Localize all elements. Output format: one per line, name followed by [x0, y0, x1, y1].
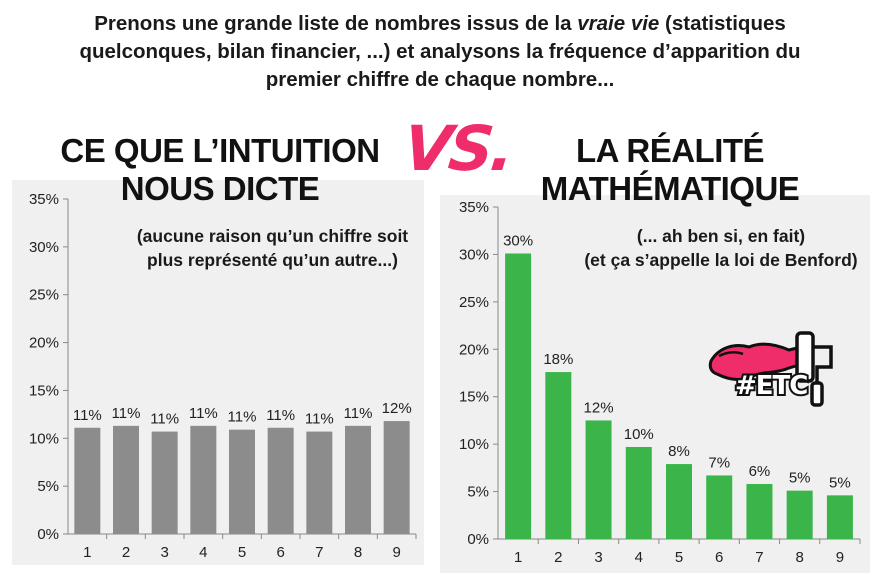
left-data-label: 11%: [189, 405, 218, 422]
left-bar: [190, 425, 217, 534]
right-data-label: 12%: [584, 399, 614, 416]
left-bar: [306, 431, 333, 534]
right-y-tick-label: 35%: [459, 199, 489, 216]
right-data-label: 6%: [749, 463, 771, 480]
left-x-tick-label: 2: [122, 544, 130, 561]
intro-text: Prenons une grande liste de nombres issu…: [40, 10, 840, 94]
left-y-tick-label: 30%: [29, 239, 59, 256]
right-data-label: 10%: [624, 426, 654, 443]
left-x-tick-label: 1: [83, 544, 91, 561]
right-y-tick-label: 15%: [459, 389, 489, 406]
left-bar: [383, 421, 410, 534]
right-x-tick-label: 7: [755, 549, 763, 566]
left-data-label: 11%: [305, 411, 334, 428]
left-x-tick-label: 3: [160, 544, 168, 561]
left-x-tick-label: 7: [315, 544, 323, 561]
left-heading-line2: NOUS DICTE: [120, 170, 320, 207]
left-heading: CE QUE L’INTUITION NOUS DICTE: [40, 132, 400, 208]
left-y-tick-label: 10%: [29, 430, 59, 447]
left-annotation-line1: (aucune raison qu’un chiffre soit: [136, 226, 409, 246]
right-data-label: 7%: [708, 454, 730, 471]
left-data-label: 11%: [228, 409, 257, 426]
left-data-label: 11%: [112, 405, 141, 422]
intro-line1-emphasis: vraie vie: [577, 12, 660, 35]
right-heading: LA RÉALITÉ MATHÉMATIQUE: [490, 132, 850, 208]
left-data-label: 11%: [266, 407, 295, 424]
left-y-tick-label: 0%: [37, 526, 59, 543]
left-data-label: 12%: [382, 400, 412, 417]
left-x-tick-label: 6: [276, 544, 284, 561]
left-y-tick-label: 15%: [29, 382, 59, 399]
right-y-tick-label: 0%: [467, 531, 489, 548]
right-bar: [706, 475, 733, 539]
right-y-tick-label: 10%: [459, 436, 489, 453]
right-data-label: 5%: [829, 474, 851, 491]
right-bar: [746, 483, 773, 539]
left-y-tick-label: 25%: [29, 287, 59, 304]
logo-text: #ETC: [733, 369, 810, 403]
right-heading-line1: LA RÉALITÉ: [575, 132, 765, 169]
right-annotation: (... ah ben si, en fait) (et ça s’appell…: [575, 224, 867, 272]
right-x-tick-label: 8: [795, 549, 803, 566]
right-x-tick-label: 1: [514, 549, 522, 566]
right-bar: [585, 420, 612, 539]
right-annotation-line2: (et ça s’appelle la loi de Benford): [584, 250, 858, 270]
right-data-label: 30%: [503, 232, 533, 249]
right-bar: [826, 495, 853, 539]
right-bar: [666, 464, 692, 539]
paint-roller-splash-icon: [708, 331, 833, 407]
right-bar: [786, 490, 813, 539]
right-annotation-line1: (... ah ben si, en fait): [636, 226, 806, 246]
right-data-label: 8%: [668, 443, 690, 460]
left-annotation: (aucune raison qu’un chiffre soit plus r…: [135, 224, 410, 272]
right-bar: [545, 372, 572, 539]
right-x-tick-label: 6: [715, 549, 723, 566]
left-bar: [267, 427, 294, 534]
left-y-tick-label: 5%: [37, 478, 59, 495]
right-y-tick-label: 25%: [459, 294, 489, 311]
left-x-tick-label: 5: [238, 544, 246, 561]
left-bar: [345, 425, 371, 534]
left-x-tick-label: 9: [392, 544, 400, 561]
left-data-label: 11%: [150, 411, 179, 428]
right-y-tick-label: 20%: [459, 341, 489, 358]
intro-line1-end: (statistiques: [659, 12, 786, 35]
right-x-tick-label: 9: [836, 549, 844, 566]
left-x-tick-label: 8: [354, 544, 362, 561]
right-x-tick-label: 3: [594, 549, 602, 566]
left-bar: [151, 431, 178, 534]
left-y-tick-label: 20%: [29, 335, 59, 352]
left-annotation-line2: plus représenté qu’un autre...): [147, 250, 398, 270]
right-bar: [505, 253, 532, 540]
right-data-label: 5%: [789, 470, 811, 487]
right-data-label: 18%: [543, 351, 573, 368]
right-x-tick-label: 4: [635, 549, 643, 566]
left-y-tick-label: 35%: [29, 191, 59, 208]
intro-line3: premier chiffre de chaque nombre...: [265, 68, 615, 91]
left-x-tick-label: 4: [199, 544, 207, 561]
left-bar: [74, 427, 101, 534]
right-x-tick-label: 5: [675, 549, 683, 566]
left-data-label: 11%: [344, 405, 373, 422]
intro-line2: quelconques, bilan financier, ...) et an…: [79, 40, 801, 63]
left-heading-line1: CE QUE L’INTUITION: [60, 132, 380, 169]
right-bar: [625, 446, 652, 539]
left-bar: [113, 425, 139, 534]
right-heading-line2: MATHÉMATIQUE: [540, 170, 800, 207]
left-data-label: 11%: [73, 407, 102, 424]
right-x-tick-label: 2: [554, 549, 562, 566]
left-bar: [229, 429, 255, 534]
intro-line1-start: Prenons une grande liste de nombres issu…: [94, 12, 578, 35]
right-y-tick-label: 30%: [459, 246, 489, 263]
right-y-tick-label: 5%: [467, 484, 489, 501]
